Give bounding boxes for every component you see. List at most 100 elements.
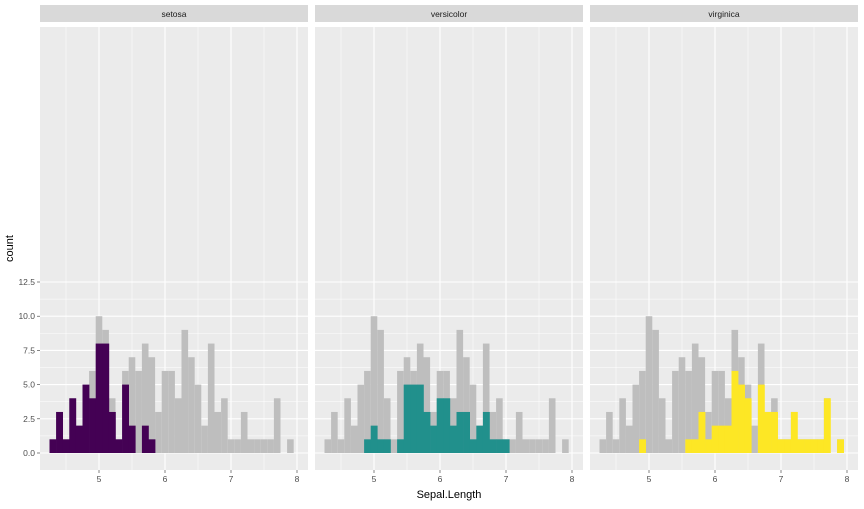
background-bar bbox=[397, 370, 404, 453]
y-tick-label: 5.0 bbox=[23, 380, 35, 390]
species-bar-setosa bbox=[62, 439, 70, 453]
species-bar-virginica bbox=[738, 384, 745, 453]
background-bar bbox=[691, 343, 699, 453]
species-bar-versicolor bbox=[443, 398, 451, 453]
background-bar bbox=[227, 439, 235, 453]
species-bar-virginica bbox=[797, 439, 805, 453]
species-bar-setosa bbox=[128, 425, 136, 453]
background-bar bbox=[619, 398, 626, 453]
species-bar-versicolor bbox=[476, 425, 484, 453]
species-bar-versicolor bbox=[397, 439, 404, 453]
background-bar bbox=[718, 370, 725, 453]
background-bar bbox=[529, 439, 536, 453]
species-bar-virginica bbox=[718, 425, 726, 453]
background-bar bbox=[344, 398, 351, 453]
background-bar bbox=[658, 398, 666, 453]
background-bar bbox=[698, 357, 706, 453]
species-bar-virginica bbox=[790, 411, 798, 453]
species-bar-setosa bbox=[141, 425, 149, 453]
species-bar-virginica bbox=[639, 439, 646, 453]
x-tick-label: 8 bbox=[845, 474, 850, 484]
facet-strip-label: setosa bbox=[161, 9, 186, 19]
background-bar bbox=[161, 370, 169, 453]
x-tick-label: 6 bbox=[713, 474, 718, 484]
background-bar bbox=[273, 398, 281, 453]
x-tick-label: 5 bbox=[647, 474, 652, 484]
species-bar-setosa bbox=[115, 439, 123, 453]
background-bar bbox=[685, 370, 692, 453]
x-tick-label: 6 bbox=[438, 474, 443, 484]
species-bar-versicolor bbox=[489, 439, 497, 453]
species-bar-versicolor bbox=[370, 425, 378, 453]
species-bar-virginica bbox=[804, 439, 811, 453]
background-bar bbox=[751, 425, 758, 453]
background-bar bbox=[599, 439, 607, 453]
species-bar-virginica bbox=[744, 398, 752, 453]
species-bar-setosa bbox=[122, 384, 129, 453]
species-bar-setosa bbox=[49, 439, 57, 453]
species-bar-versicolor bbox=[463, 411, 470, 453]
species-bar-virginica bbox=[810, 439, 818, 453]
background-bar bbox=[337, 439, 345, 453]
background-bar bbox=[194, 384, 202, 453]
background-bar bbox=[496, 398, 503, 453]
background-bar bbox=[456, 329, 464, 453]
background-bar bbox=[364, 370, 371, 453]
species-bar-virginica bbox=[817, 439, 825, 453]
background-bar bbox=[174, 398, 182, 453]
facet-strip bbox=[40, 5, 308, 22]
background-bar bbox=[207, 343, 215, 453]
background-bar bbox=[390, 439, 398, 453]
background-bar bbox=[287, 439, 294, 453]
x-tick-label: 5 bbox=[97, 474, 102, 484]
species-bar-setosa bbox=[148, 439, 156, 453]
background-bar bbox=[522, 439, 530, 453]
x-tick-label: 8 bbox=[570, 474, 575, 484]
species-bar-versicolor bbox=[383, 439, 391, 453]
background-bar bbox=[625, 425, 633, 453]
background-bar bbox=[181, 329, 189, 453]
background-bar bbox=[463, 357, 470, 453]
species-bar-virginica bbox=[691, 439, 699, 453]
species-bar-virginica bbox=[823, 398, 831, 453]
background-bar bbox=[240, 411, 248, 453]
background-bar bbox=[652, 329, 659, 453]
background-bar bbox=[168, 370, 175, 453]
facet-strip-label: versicolor bbox=[431, 9, 468, 19]
background-bar bbox=[678, 357, 686, 453]
species-bar-versicolor bbox=[436, 398, 444, 453]
species-bar-virginica bbox=[764, 411, 772, 453]
species-bar-versicolor bbox=[403, 384, 411, 453]
y-axis-title: count bbox=[4, 235, 16, 262]
background-bar bbox=[260, 439, 268, 453]
y-tick-label: 0.0 bbox=[23, 448, 35, 458]
background-bar bbox=[612, 439, 620, 453]
facet-strip bbox=[590, 5, 858, 22]
species-bar-setosa bbox=[75, 425, 83, 453]
species-bar-setosa bbox=[108, 411, 116, 453]
y-tick-label: 12.5 bbox=[18, 277, 35, 287]
background-bar bbox=[350, 425, 358, 453]
background-bar bbox=[672, 370, 679, 453]
background-bar bbox=[331, 411, 338, 453]
species-bar-setosa bbox=[82, 384, 90, 453]
x-tick-label: 7 bbox=[504, 474, 509, 484]
background-bar bbox=[665, 439, 673, 453]
background-bar bbox=[482, 343, 490, 453]
background-bar bbox=[562, 439, 569, 453]
background-bar bbox=[639, 370, 646, 453]
background-bar bbox=[423, 357, 431, 453]
y-tick-label: 10.0 bbox=[18, 311, 35, 321]
background-bar bbox=[632, 384, 640, 453]
species-bar-virginica bbox=[711, 425, 719, 453]
species-bar-versicolor bbox=[469, 439, 477, 453]
background-bar bbox=[711, 370, 719, 453]
species-bar-virginica bbox=[705, 439, 712, 453]
species-bar-versicolor bbox=[496, 439, 503, 453]
species-bar-virginica bbox=[837, 439, 844, 453]
facet-strip-label: virginica bbox=[708, 9, 739, 19]
background-bar bbox=[515, 411, 523, 453]
x-axis-title: Sepal.Length bbox=[417, 489, 482, 501]
species-bar-virginica bbox=[757, 384, 765, 453]
